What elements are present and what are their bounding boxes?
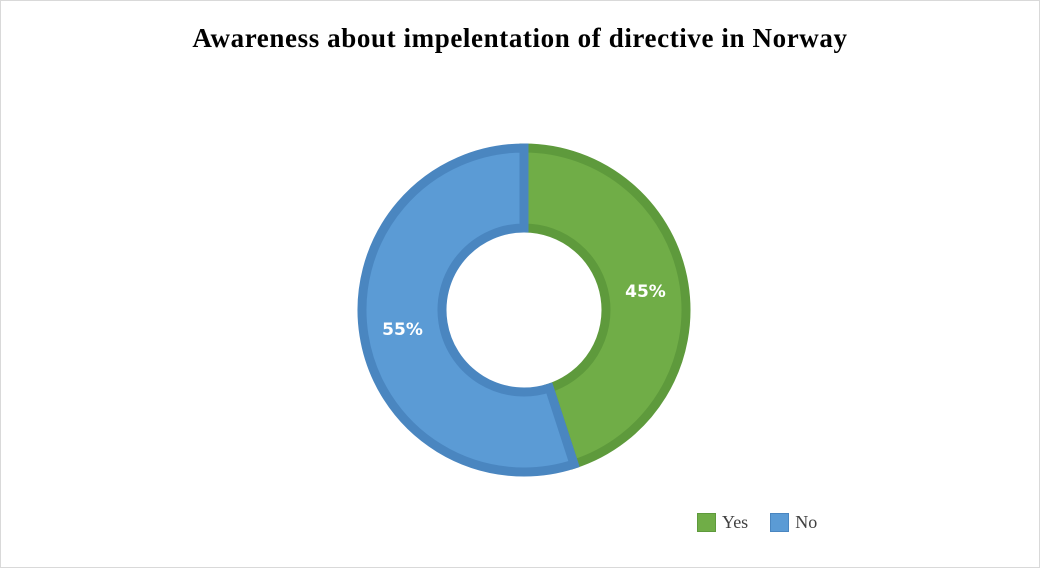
data-label-yes: 45% (625, 282, 666, 302)
donut-slice-yes (519, 143, 691, 470)
legend-swatch-yes (697, 513, 716, 532)
donut-slice-no (357, 143, 580, 477)
legend-label-no: No (795, 512, 818, 532)
chart-title: Awareness about impelentation of directi… (192, 23, 848, 53)
legend-label-yes: Yes (722, 512, 749, 532)
legend-swatch-no (770, 513, 790, 532)
chart-legend: Yes No (697, 512, 839, 533)
legend-item-yes: Yes (697, 512, 748, 533)
legend-item-no: No (770, 512, 817, 533)
data-label-no: 55% (382, 320, 423, 340)
